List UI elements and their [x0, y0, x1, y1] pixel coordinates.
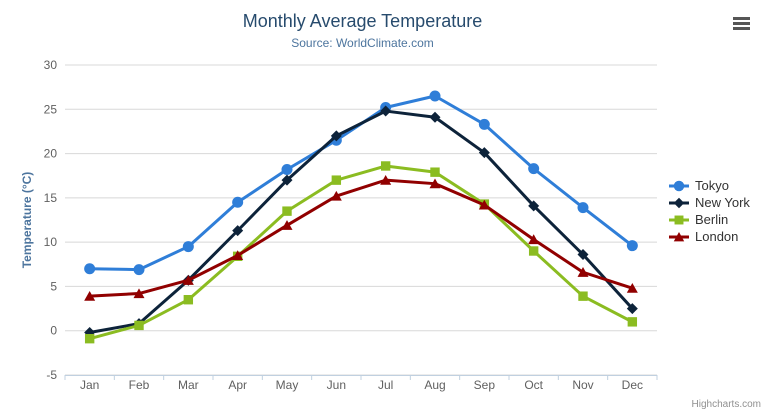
- y-tick-label: 30: [44, 58, 58, 72]
- series-point[interactable]: [577, 202, 589, 214]
- series-point[interactable]: [429, 111, 441, 123]
- series-point[interactable]: [182, 241, 194, 253]
- legend-marker-circle-icon: [669, 180, 689, 191]
- series-point[interactable]: [626, 240, 638, 252]
- legend-marker-triangle-icon: [669, 231, 689, 241]
- series-tokyo: [84, 90, 638, 276]
- series-point[interactable]: [673, 180, 685, 191]
- legend-item-london[interactable]: London: [668, 228, 750, 245]
- x-tick-label: Nov: [572, 378, 593, 392]
- series-point[interactable]: [673, 197, 685, 208]
- series-point[interactable]: [281, 220, 293, 230]
- series-point[interactable]: [281, 174, 293, 186]
- series-point[interactable]: [281, 164, 293, 176]
- legend-item-berlin[interactable]: Berlin: [668, 211, 750, 228]
- x-tick-label: Aug: [424, 378, 445, 392]
- x-tick-label: Apr: [228, 378, 247, 392]
- series-point[interactable]: [478, 147, 490, 159]
- series-point[interactable]: [232, 196, 244, 208]
- series-point[interactable]: [84, 333, 95, 344]
- series-point[interactable]: [528, 246, 539, 256]
- x-tick-label: Mar: [178, 378, 199, 392]
- series-point[interactable]: [380, 174, 392, 185]
- series-new-york: [84, 105, 638, 338]
- series-point[interactable]: [478, 118, 490, 130]
- series-point[interactable]: [429, 90, 441, 102]
- series-point[interactable]: [430, 167, 440, 177]
- series-point[interactable]: [330, 130, 342, 142]
- export-menu-button[interactable]: [729, 13, 755, 35]
- series-point[interactable]: [528, 163, 540, 175]
- x-tick-label: May: [276, 378, 299, 392]
- series-point[interactable]: [478, 199, 490, 210]
- series-point[interactable]: [331, 175, 342, 185]
- series-point[interactable]: [380, 105, 392, 117]
- legend-label: London: [695, 229, 739, 244]
- series-point[interactable]: [626, 283, 638, 293]
- y-tick-label: -5: [46, 368, 57, 382]
- x-tick-label: Sep: [474, 378, 496, 392]
- y-tick-label: 15: [44, 191, 58, 205]
- series-london: [84, 174, 638, 301]
- x-tick-label: Jan: [80, 378, 99, 392]
- hamburger-icon: [733, 16, 751, 30]
- series-point[interactable]: [84, 263, 96, 275]
- series-point[interactable]: [429, 178, 441, 189]
- x-tick-label: Jul: [378, 378, 393, 392]
- series-point[interactable]: [133, 288, 145, 299]
- series-point[interactable]: [674, 215, 684, 224]
- y-tick-label: 5: [50, 279, 57, 293]
- series-point[interactable]: [673, 231, 685, 241]
- highcharts-credit-link[interactable]: Highcharts.com: [691, 399, 761, 410]
- series-point[interactable]: [627, 317, 638, 327]
- legend-label: New York: [695, 195, 750, 210]
- legend-label: Tokyo: [695, 178, 729, 193]
- series-point[interactable]: [133, 264, 145, 276]
- x-tick-label: Jun: [327, 378, 346, 392]
- series-point[interactable]: [577, 267, 589, 277]
- series-point[interactable]: [84, 290, 96, 301]
- series-point[interactable]: [183, 295, 194, 305]
- y-tick-label: 20: [44, 147, 58, 161]
- x-tick-label: Feb: [129, 378, 150, 392]
- x-tick-label: Oct: [524, 378, 543, 392]
- series-line-new-york: [88, 109, 634, 334]
- x-tick-label: Dec: [622, 378, 643, 392]
- legend-label: Berlin: [695, 212, 729, 227]
- series-point[interactable]: [577, 249, 589, 261]
- series-point[interactable]: [134, 320, 144, 331]
- chart-subtitle: Source: WorldClimate.com: [291, 36, 434, 50]
- y-tick-label: 0: [50, 324, 57, 338]
- series-point[interactable]: [528, 200, 540, 212]
- series-point[interactable]: [330, 190, 342, 201]
- legend: Tokyo New York Berlin London: [668, 177, 750, 245]
- series-point[interactable]: [626, 303, 638, 315]
- y-tick-label: 10: [44, 235, 58, 249]
- legend-item-new-york[interactable]: New York: [668, 194, 750, 211]
- y-tick-label: 25: [44, 102, 58, 116]
- series-point[interactable]: [528, 234, 540, 245]
- chart-title: Monthly Average Temperature: [242, 11, 483, 31]
- series-line-london: [88, 178, 634, 298]
- series-point[interactable]: [380, 161, 391, 171]
- legend-marker-square-icon: [669, 215, 689, 224]
- series-line-berlin: [88, 164, 634, 341]
- legend-marker-diamond-icon: [669, 197, 689, 208]
- series-point[interactable]: [282, 206, 292, 216]
- legend-item-tokyo[interactable]: Tokyo: [668, 177, 750, 194]
- series-point[interactable]: [232, 250, 244, 261]
- series-point[interactable]: [182, 275, 194, 285]
- series-point[interactable]: [578, 291, 588, 301]
- series-point[interactable]: [232, 225, 244, 237]
